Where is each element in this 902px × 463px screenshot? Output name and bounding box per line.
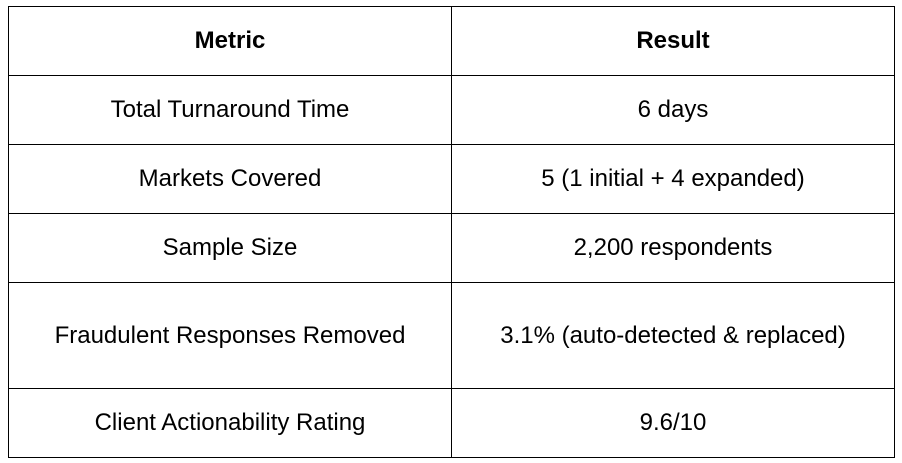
result-cell: 5 (1 initial + 4 expanded) (451, 144, 895, 214)
row: Sample Size 2,200 respondents (8, 213, 895, 283)
metric-cell: Fraudulent Responses Removed (8, 282, 452, 389)
metric-cell: Client Actionability Rating (8, 388, 452, 458)
result-cell: 2,200 respondents (451, 213, 895, 283)
row: Markets Covered 5 (1 initial + 4 expande… (8, 144, 895, 214)
metric-cell: Sample Size (8, 213, 452, 283)
row: Client Actionability Rating 9.6/10 (8, 388, 895, 458)
result-cell: 9.6/10 (451, 388, 895, 458)
result-cell: 6 days (451, 75, 895, 145)
metric-cell: Markets Covered (8, 144, 452, 214)
header-row: Metric Result (8, 6, 895, 76)
metric-cell: Total Turnaround Time (8, 75, 452, 145)
header-cell: Metric (8, 6, 452, 76)
results-table: Metric Result Total Turnaround Time 6 da… (8, 6, 895, 458)
row: Total Turnaround Time 6 days (8, 75, 895, 145)
result-cell: 3.1% (auto-detected & replaced) (451, 282, 895, 389)
header-cell: Result (451, 6, 895, 76)
row: Fraudulent Responses Removed 3.1% (auto-… (8, 282, 895, 389)
